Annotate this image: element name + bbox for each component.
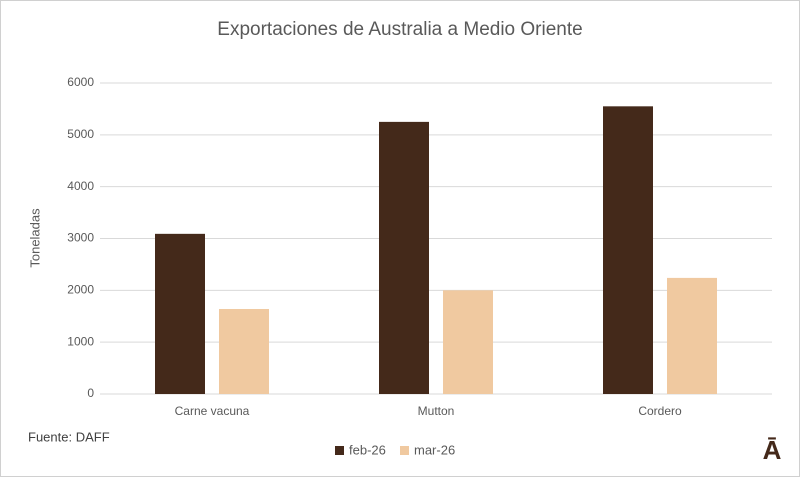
- x-tick-label: Cordero: [638, 404, 682, 418]
- y-tick-label: 5000: [67, 127, 94, 141]
- legend-swatch: [400, 446, 409, 455]
- bar: [379, 121, 429, 394]
- y-tick-label: 2000: [67, 283, 94, 297]
- y-axis-label: Toneladas: [27, 208, 42, 268]
- y-tick-label: 1000: [67, 334, 94, 348]
- bar: [443, 290, 493, 394]
- legend-label: mar-26: [414, 442, 455, 457]
- x-tick-label: Carne vacuna: [175, 404, 250, 418]
- logo: Ā: [763, 435, 782, 465]
- y-tick-label: 4000: [67, 179, 94, 193]
- chart-title: Exportaciones de Australia a Medio Orien…: [217, 19, 582, 40]
- x-tick-label: Mutton: [418, 404, 455, 418]
- y-tick-label: 0: [87, 386, 94, 400]
- bar: [667, 277, 717, 394]
- bar: [603, 106, 653, 394]
- y-tick-label: 3000: [67, 231, 94, 245]
- legend-swatch: [335, 446, 344, 455]
- source: Fuente: DAFF: [28, 429, 110, 444]
- y-tick-label: 6000: [67, 75, 94, 89]
- bar: [219, 308, 269, 394]
- legend-label: feb-26: [349, 442, 386, 457]
- bar: [155, 233, 205, 394]
